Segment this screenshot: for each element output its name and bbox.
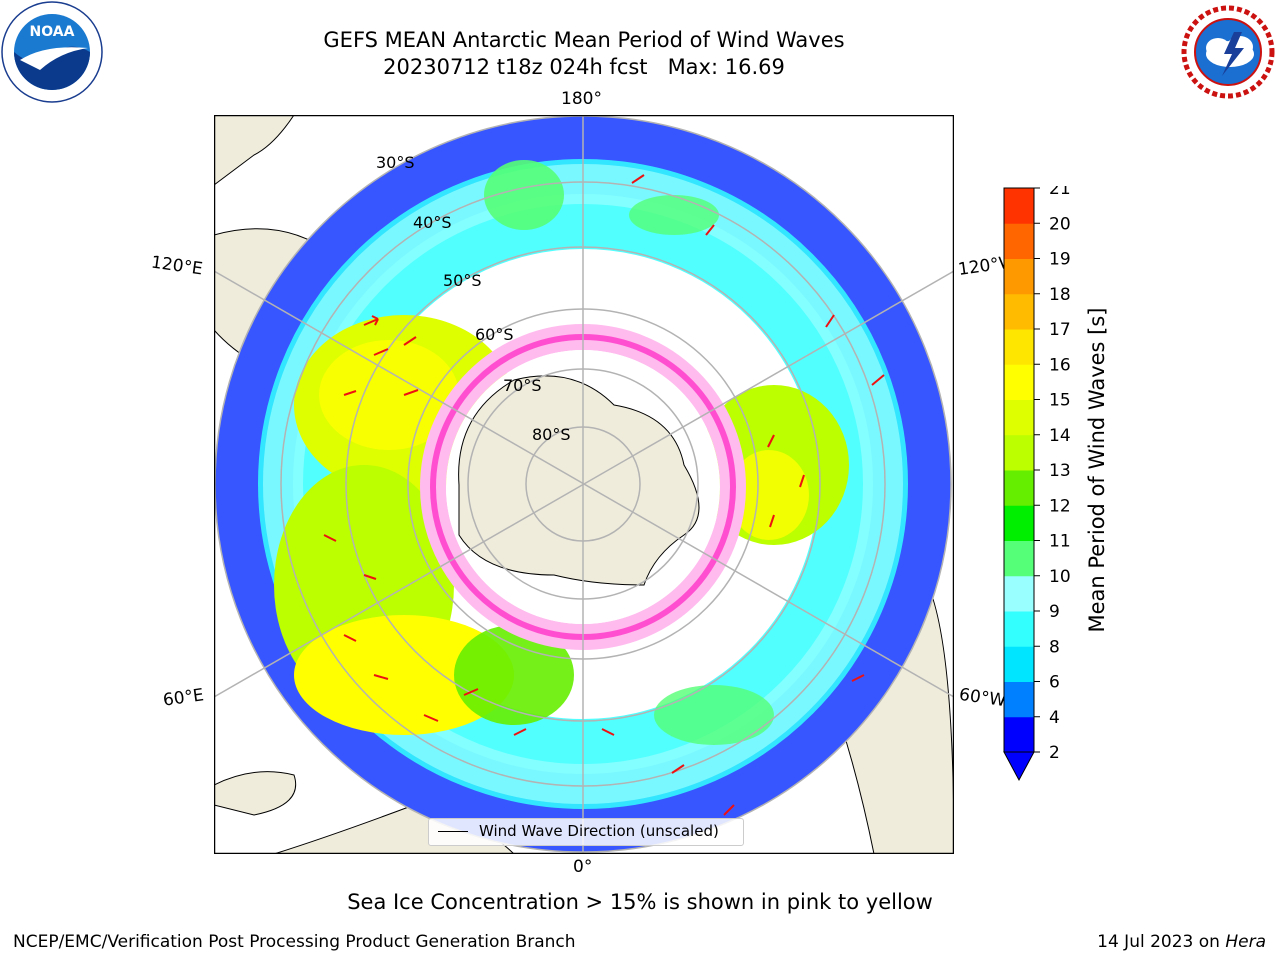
colorbar-tick-label: 11: [1049, 532, 1071, 552]
colorbar-tick-label: 9: [1049, 602, 1060, 622]
lon-label-60e: 60°E: [161, 685, 206, 711]
colorbar-bin: [1004, 646, 1034, 682]
colorbar-bin: [1004, 540, 1034, 577]
lat-label-80s: 80°S: [532, 425, 571, 444]
legend-line-swatch: [438, 831, 468, 832]
colorbar-extend-min: [1003, 751, 1035, 782]
colorbar-tick-label: 6: [1049, 673, 1060, 693]
legend-label: Wind Wave Direction (unscaled): [479, 822, 719, 840]
colorbar-bin: [1004, 716, 1034, 753]
chart-title: GEFS MEAN Antarctic Mean Period of Wind …: [323, 28, 845, 52]
map-panel: 30°S 40°S 50°S 60°S 70°S 80°S: [214, 115, 954, 854]
colorbar-bin: [1004, 223, 1034, 259]
colorbar-bin: [1004, 329, 1034, 365]
colorbar-tick-label: 21: [1049, 186, 1071, 199]
colorbar-bin: [1004, 575, 1034, 612]
lat-label-30s: 30°S: [376, 153, 415, 172]
colorbar-tick-label: 13: [1049, 461, 1071, 481]
colorbar-label: Mean Period of Wind Waves [s]: [1085, 307, 1109, 633]
chart-subtitle: 20230712 t18z 024h fcst Max: 16.69: [383, 55, 785, 79]
colorbar-tick-label: 19: [1049, 250, 1071, 270]
colorbar-bin: [1004, 293, 1034, 330]
colorbar-tick-label: 15: [1049, 391, 1071, 411]
colorbar-tick-label: 17: [1049, 320, 1071, 340]
colorbar-tick-label: 10: [1049, 567, 1071, 587]
colorbar-tick-label: 4: [1049, 708, 1060, 728]
colorbar-bin: [1004, 434, 1034, 471]
colorbar-bin: [1004, 399, 1034, 436]
lat-label-40s: 40°S: [413, 213, 452, 232]
footer-date: 14 Jul 2023 on Hera: [1097, 932, 1266, 952]
noaa-logo: NOAA: [1, 1, 103, 103]
colorbar-tick-label: 20: [1049, 214, 1071, 234]
lat-label-60s: 60°S: [475, 325, 514, 344]
colorbar-tick-label: 12: [1049, 496, 1071, 516]
map-legend: Wind Wave Direction (unscaled): [428, 818, 744, 846]
colorbar-tick-label: 16: [1049, 355, 1071, 375]
colorbar: 2 4 6 8 9 10 11 12 13 14 15 16 17 18 19 20 21: [1003, 186, 1071, 782]
colorbar-bin: [1004, 505, 1034, 541]
lon-label-0: 0°: [573, 857, 593, 877]
lon-label-120e: 120°E: [149, 252, 204, 280]
colorbar-bin: [1004, 188, 1034, 224]
nws-logo: [1180, 4, 1276, 100]
colorbar-bin: [1004, 364, 1034, 400]
lon-label-180: 180°: [561, 89, 602, 109]
lat-label-70s: 70°S: [503, 376, 542, 395]
colorbar-tick-label: 2: [1049, 743, 1060, 763]
colorbar-bin: [1004, 258, 1034, 295]
footer-machine: Hera: [1225, 932, 1266, 952]
wave-direction-arrows: [323, 174, 885, 816]
sea-ice-caption: Sea Ice Concentration > 15% is shown in …: [347, 890, 933, 914]
colorbar-tick-label: 14: [1049, 426, 1071, 446]
colorbar-tick-label: 8: [1049, 637, 1060, 657]
footer-date-text: 14 Jul 2023 on: [1097, 932, 1226, 952]
colorbar-bin: [1004, 470, 1034, 506]
colorbar-bin: [1004, 611, 1034, 647]
footer-credit: NCEP/EMC/Verification Post Processing Pr…: [13, 932, 576, 952]
lat-label-50s: 50°S: [443, 271, 482, 290]
noaa-logo-text: NOAA: [30, 24, 75, 40]
colorbar-tick-label: 18: [1049, 285, 1071, 305]
colorbar-bin: [1004, 681, 1034, 718]
